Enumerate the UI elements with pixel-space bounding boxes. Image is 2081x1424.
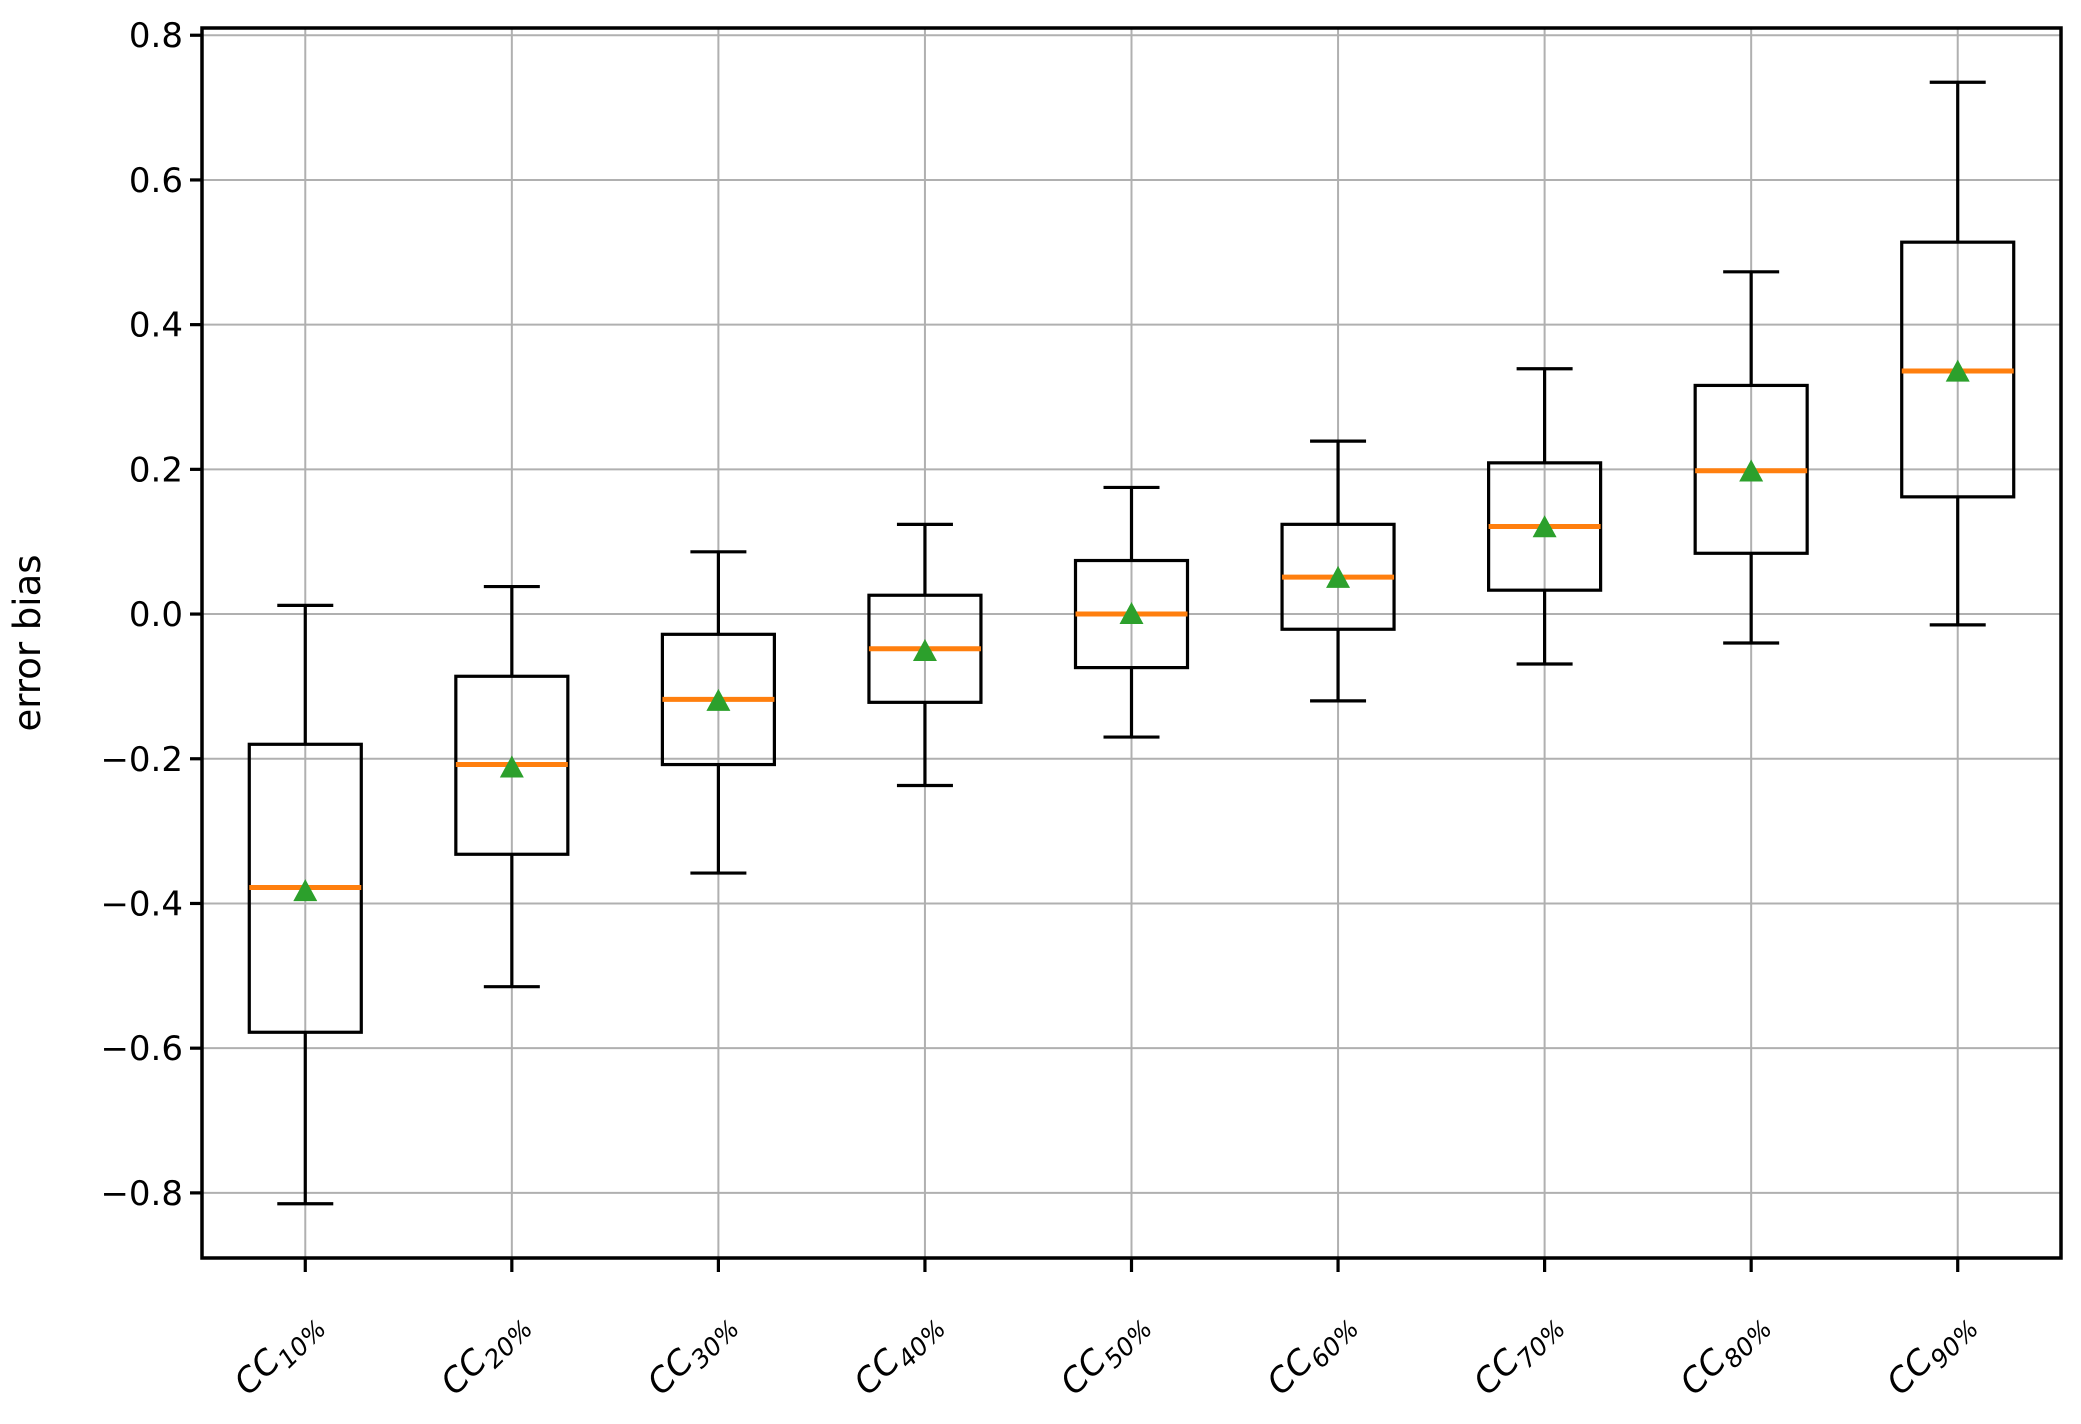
box-group	[1280, 439, 1396, 703]
mean-marker-icon	[1945, 359, 1970, 382]
mean-marker-icon	[499, 755, 524, 778]
mean-marker-icon	[706, 688, 731, 711]
box-group	[1900, 80, 2016, 627]
y-tick-label: −0.8	[100, 1174, 183, 1214]
box-group	[1487, 367, 1603, 666]
mean-marker-icon	[1739, 459, 1764, 482]
box-group	[867, 522, 983, 788]
y-tick-label: −0.4	[100, 884, 183, 924]
y-tick-label: 0.8	[129, 16, 183, 56]
mean-marker-icon	[1119, 602, 1144, 625]
mean-marker-icon	[1326, 565, 1351, 588]
mean-marker-icon	[1532, 515, 1557, 538]
y-axis: 0.8 0.6 0.4 0.2 0.0 −0.2 −0.4 −0.6 −0.8	[100, 16, 202, 1214]
y-axis-label: error bias	[6, 554, 49, 731]
y-tick-label: 0.2	[129, 450, 183, 490]
y-tick-label: 0.0	[129, 595, 183, 635]
y-tick-label: 0.4	[129, 306, 183, 346]
box-group	[660, 550, 776, 875]
mean-marker-icon	[293, 879, 318, 902]
mean-marker-icon	[912, 638, 937, 661]
box-group	[454, 584, 570, 989]
box-group	[247, 603, 363, 1206]
y-tick-label: −0.2	[100, 740, 183, 780]
y-tick-label: 0.6	[129, 161, 183, 201]
plot-border	[200, 26, 2063, 1260]
y-tick-label: −0.6	[100, 1029, 183, 1069]
box-group	[1693, 270, 1809, 645]
box-group	[1073, 485, 1190, 739]
